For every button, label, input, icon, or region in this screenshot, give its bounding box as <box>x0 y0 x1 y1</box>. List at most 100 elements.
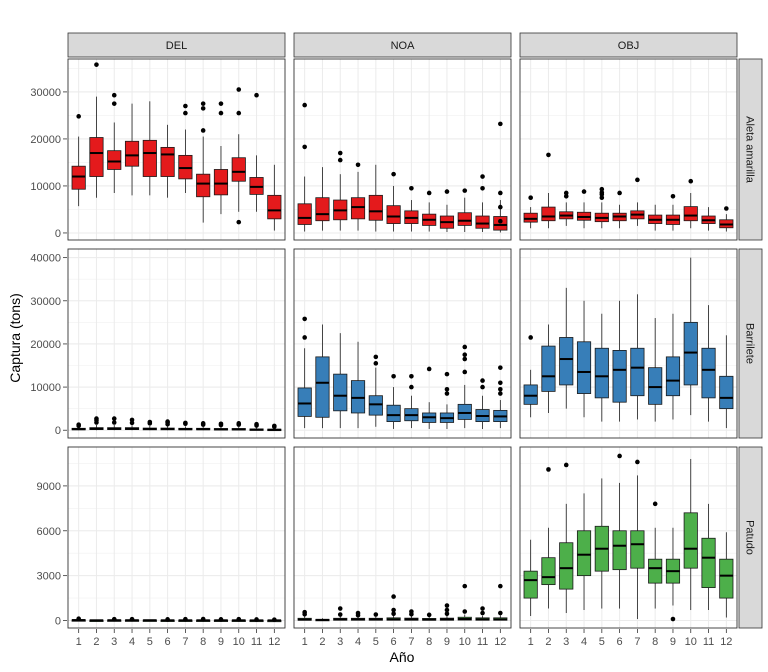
outlier-point <box>76 616 81 622</box>
y-tick-label: 9000 <box>37 481 61 493</box>
x-tick-label: 11 <box>703 636 714 648</box>
box-year-4 <box>576 189 592 229</box>
x-tick-label: 12 <box>268 636 280 648</box>
box-year-9 <box>213 617 229 622</box>
outlier-point <box>218 110 224 116</box>
box-year-10 <box>457 583 472 621</box>
box-iqr <box>559 542 574 590</box>
box-year-2 <box>315 167 330 231</box>
outlier-point <box>480 378 485 383</box>
outlier-point <box>391 171 396 177</box>
panel-border <box>519 446 738 629</box>
box-iqr <box>683 206 698 222</box>
box-year-10 <box>683 458 698 611</box>
box-year-8 <box>196 616 211 622</box>
box-iqr <box>315 197 330 222</box>
box-year-2 <box>89 619 104 622</box>
outlier-point <box>498 204 503 210</box>
outlier-point <box>111 92 117 98</box>
box-year-3 <box>333 150 348 231</box>
outlier-point <box>111 416 117 421</box>
x-tick-label: 9 <box>218 636 224 648</box>
box-year-10 <box>683 257 698 416</box>
outlier-point <box>635 177 640 183</box>
outlier-point <box>218 617 224 622</box>
box-year-7 <box>630 459 645 620</box>
box-year-4 <box>576 300 592 418</box>
outlier-point <box>599 190 605 195</box>
box-iqr <box>160 146 175 177</box>
x-tick-label: 6 <box>391 636 397 648</box>
box-year-12 <box>719 532 734 618</box>
box-year-5 <box>594 313 609 422</box>
box-year-9 <box>439 371 455 429</box>
box-year-11 <box>701 305 716 422</box>
outlier-point <box>444 603 450 608</box>
box-iqr <box>541 206 556 222</box>
box-year-1 <box>523 335 538 418</box>
outlier-point <box>272 423 277 429</box>
x-tick-label: 2 <box>545 636 551 648</box>
box-year-2 <box>541 152 556 229</box>
x-tick-label: 2 <box>319 636 325 648</box>
box-iqr <box>630 347 645 397</box>
box-year-3 <box>559 287 574 409</box>
box-year-3 <box>559 462 574 614</box>
box-year-1 <box>297 102 312 232</box>
outlier-point <box>391 373 396 379</box>
x-tick-label: 7 <box>634 636 640 648</box>
outlier-point <box>546 152 551 158</box>
box-year-6 <box>386 373 401 429</box>
box-year-6 <box>160 124 175 198</box>
outlier-point <box>498 190 503 196</box>
column-strip-label-obj: OBJ <box>618 40 639 52</box>
outlier-point <box>670 193 676 199</box>
panel-noa-aleta-amarilla <box>293 58 512 241</box>
outlier-point <box>462 609 468 614</box>
outlier-point <box>444 391 450 396</box>
box-year-5 <box>594 478 609 609</box>
outlier-point <box>462 369 468 375</box>
x-tick-label: 1 <box>76 636 82 648</box>
outlier-point <box>409 373 414 379</box>
box-year-9 <box>439 189 455 233</box>
panel-border <box>519 248 738 439</box>
box-iqr <box>196 173 211 198</box>
box-year-6 <box>612 190 627 229</box>
outlier-point <box>498 583 503 589</box>
outlier-point <box>355 162 361 168</box>
box-year-2 <box>315 324 330 429</box>
outlier-point <box>498 365 503 370</box>
box-iqr <box>576 341 592 394</box>
box-year-6 <box>612 453 627 609</box>
box-iqr <box>350 197 366 220</box>
box-year-8 <box>648 318 663 422</box>
y-axis-title: Captura (tons) <box>7 293 23 382</box>
box-year-3 <box>559 190 574 226</box>
column-strip-label-del: DEL <box>166 40 187 52</box>
box-iqr <box>594 347 609 399</box>
box-year-10 <box>683 178 698 229</box>
outlier-point <box>409 384 414 390</box>
outlier-point <box>528 335 533 340</box>
outlier-point <box>563 190 569 196</box>
box-year-9 <box>439 603 455 621</box>
box-iqr <box>576 530 592 577</box>
box-iqr <box>523 384 538 405</box>
box-year-1 <box>71 616 86 622</box>
outlier-point <box>546 467 551 472</box>
outlier-point <box>563 193 569 199</box>
outlier-point <box>76 114 81 119</box>
x-tick-label: 4 <box>129 636 135 648</box>
box-iqr <box>71 165 86 190</box>
box-iqr <box>541 345 556 392</box>
box-iqr <box>559 337 574 386</box>
x-tick-label: 11 <box>477 636 488 648</box>
box-year-12 <box>493 121 508 233</box>
y-tick-label: 0 <box>55 228 61 240</box>
box-year-5 <box>368 354 383 427</box>
outlier-point <box>652 501 658 507</box>
box-year-7 <box>630 294 645 420</box>
box-year-2 <box>541 324 556 413</box>
